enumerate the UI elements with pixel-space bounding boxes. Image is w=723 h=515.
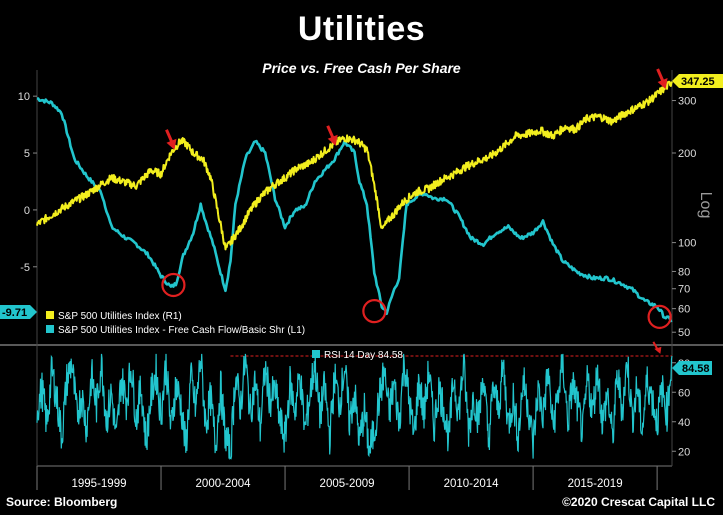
legend-label-fcf: S&P 500 Utilities Index - Free Cash Flow… xyxy=(58,325,305,336)
price-line xyxy=(36,80,673,251)
fcf-last-tag-box xyxy=(0,305,37,319)
right-tick-label: 300 xyxy=(678,96,696,108)
x-tick-label: 2000-2004 xyxy=(196,478,252,490)
chart-subtitle: Price vs. Free Cash Per Share xyxy=(262,60,461,76)
highlight-circle xyxy=(161,272,186,298)
legend-swatch-price xyxy=(46,311,54,319)
x-tick-label: 2015-2019 xyxy=(568,478,623,490)
rsi-red-arrow-head xyxy=(654,346,662,354)
left-tick-label: 0 xyxy=(24,205,30,217)
source-note: Source: Bloomberg xyxy=(6,495,118,509)
highlight-circle xyxy=(647,304,672,329)
price-last-tag-box xyxy=(672,74,723,88)
rsi-tick-label: 20 xyxy=(678,446,690,458)
x-tick-label: 1995-1999 xyxy=(72,478,127,490)
x-tick-label: 2010-2014 xyxy=(444,478,500,490)
rsi-tick-label: 40 xyxy=(678,417,690,429)
copyright-note: ©2020 Crescat Capital LLC xyxy=(562,495,715,509)
series-lines xyxy=(36,80,673,323)
price-last-value: 347.25 xyxy=(681,76,715,88)
right-tick-label: 80 xyxy=(678,266,690,278)
rsi-legend: RSI 14 Day 84.58 xyxy=(312,350,403,361)
legend-label-price: S&P 500 Utilities Index (R1) xyxy=(58,311,182,322)
red-arrow-head xyxy=(657,77,668,89)
right-tick-label: 60 xyxy=(678,304,690,316)
chart-title: Utilities xyxy=(297,10,426,48)
right-tick-label: 50 xyxy=(678,327,690,339)
left-tick-label: -5 xyxy=(20,262,30,274)
x-axis-ticks: 1995-1999 2000-2004 2005-2009 2010-2014 2015… xyxy=(36,466,658,490)
fcf-last-tag: -9.71 xyxy=(0,305,37,319)
rsi-line xyxy=(36,353,673,460)
red-arrow-head xyxy=(166,138,177,150)
highlight-circle xyxy=(362,299,387,324)
red-arrow-head xyxy=(327,134,338,146)
price-last-tag: 347.25 xyxy=(672,74,723,88)
right-axis-scale-label: Log xyxy=(697,192,714,219)
fcf-line xyxy=(36,97,673,323)
legend-swatch-fcf xyxy=(46,325,54,333)
rsi-last-tag-box xyxy=(672,361,712,375)
left-tick-label: 10 xyxy=(18,91,30,103)
right-tick-label: 200 xyxy=(678,148,696,160)
x-tick-label: 2005-2009 xyxy=(320,478,375,490)
rsi-last-tag: 84.58 xyxy=(672,361,712,375)
main-legend: S&P 500 Utilities Index (R1) S&P 500 Uti… xyxy=(46,311,305,336)
left-tick-label: 5 xyxy=(24,148,30,160)
rsi-tick-label: 60 xyxy=(678,387,690,399)
legend-swatch-rsi xyxy=(312,350,320,358)
rsi-panel xyxy=(36,353,673,460)
legend-label-rsi: RSI 14 Day 84.58 xyxy=(324,350,403,361)
right-tick-label: 100 xyxy=(678,238,696,250)
right-tick-label: 70 xyxy=(678,284,690,296)
rsi-last-value: 84.58 xyxy=(682,363,710,375)
fcf-last-value: -9.71 xyxy=(2,307,27,319)
annotations xyxy=(161,68,672,354)
